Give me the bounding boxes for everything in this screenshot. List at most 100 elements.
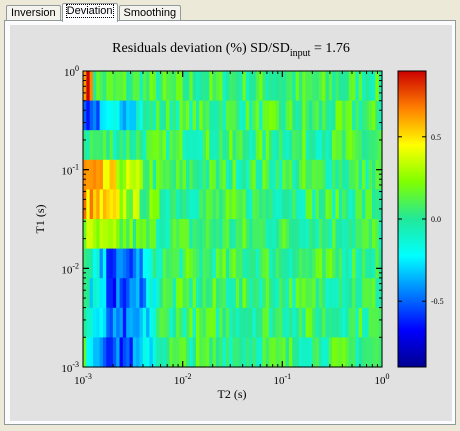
heatmap-cell	[116, 100, 121, 131]
heatmap-cell	[328, 159, 333, 190]
heatmap-cell	[126, 219, 131, 250]
heatmap-cell	[318, 337, 323, 368]
heatmap-cell	[272, 71, 277, 102]
heatmap-cell	[255, 189, 260, 220]
heatmap-cell	[195, 71, 200, 102]
heatmap-cell	[225, 248, 230, 279]
heatmap-cell	[265, 307, 270, 338]
heatmap-cell	[195, 248, 200, 279]
heatmap-cell	[338, 71, 343, 102]
heatmap-cell	[219, 100, 224, 131]
heatmap-cell	[292, 248, 297, 279]
colorbar-tick-label: 0.0	[431, 215, 441, 224]
heatmap-cell	[365, 130, 370, 161]
tab-smoothing[interactable]: Smoothing	[118, 5, 182, 21]
heatmap-cell	[152, 337, 157, 368]
heatmap-cell	[156, 189, 161, 220]
heatmap-cell	[282, 278, 287, 309]
heatmap-cell	[132, 219, 137, 250]
heatmap-cell	[352, 189, 357, 220]
heatmap-cell	[368, 189, 373, 220]
heatmap-cell	[222, 159, 227, 190]
heatmap-cell	[169, 189, 174, 220]
heatmap-cell	[205, 159, 210, 190]
heatmap-cell	[185, 278, 190, 309]
heatmap-cell	[106, 189, 111, 220]
heatmap-cell	[318, 130, 323, 161]
heatmap-cell	[368, 130, 373, 161]
heatmap-cell	[285, 71, 290, 102]
heatmap-cell	[142, 130, 147, 161]
heatmap-cell	[372, 278, 376, 309]
heatmap-cell	[146, 219, 151, 250]
heatmap-cell	[109, 71, 114, 102]
heatmap-cell	[199, 219, 204, 250]
heatmap-cell	[109, 130, 114, 161]
heatmap-cell	[335, 130, 340, 161]
heatmap-cell	[362, 159, 366, 190]
heatmap-cell	[345, 219, 350, 250]
heatmap-cell	[166, 248, 170, 279]
heatmap-cell	[106, 278, 111, 309]
heatmap-cell	[209, 307, 214, 338]
heatmap-cell	[325, 159, 330, 190]
heatmap-cell	[282, 337, 287, 368]
heatmap-cell	[189, 337, 194, 368]
heatmap-cell	[332, 337, 337, 368]
heatmap-cell	[139, 189, 144, 220]
heatmap-cell	[185, 337, 190, 368]
heatmap-cell	[89, 189, 94, 220]
heatmap-cell	[212, 159, 217, 190]
heatmap-cell	[272, 219, 277, 250]
x-tick-labels: 10-3 10-2 10-1 100	[74, 372, 389, 387]
heatmap-cell	[262, 337, 267, 368]
heatmap-cell	[322, 189, 327, 220]
heatmap-cell	[136, 71, 141, 102]
heatmap-cell	[308, 278, 313, 309]
heatmap-cell	[348, 337, 353, 368]
heatmap-cell	[352, 278, 357, 309]
heatmap-cell	[245, 130, 250, 161]
heatmap-cell	[285, 278, 290, 309]
y-axis-label: T1 (s)	[33, 205, 47, 234]
heatmap-cell	[212, 248, 217, 279]
heatmap-cell	[172, 278, 177, 309]
heatmap-cell	[282, 130, 287, 161]
heatmap-cell	[229, 189, 234, 220]
heatmap-cell	[136, 278, 141, 309]
heatmap-cell	[262, 307, 267, 338]
heatmap-cell	[112, 248, 117, 279]
heatmap-cell	[86, 248, 91, 279]
heatmap-cell	[275, 278, 280, 309]
heatmap-cell	[92, 100, 97, 131]
heatmap-cell	[86, 307, 91, 338]
heatmap-cell	[269, 248, 273, 279]
heatmap-cell	[116, 337, 121, 368]
x-tick-label: 10-2	[174, 372, 192, 387]
heatmap-cell	[116, 189, 121, 220]
heatmap-cell	[222, 219, 227, 250]
heatmap-cell	[368, 71, 373, 102]
heatmap-cell	[219, 337, 224, 368]
tab-deviation[interactable]: Deviation	[61, 3, 118, 22]
heatmap-cell	[199, 159, 204, 190]
heatmap-cell	[182, 307, 187, 338]
heatmap-cell	[378, 278, 383, 309]
heatmap-cell	[212, 307, 217, 338]
heatmap-cell	[365, 159, 370, 190]
chart-title-subscript: input	[290, 48, 311, 59]
heatmap-cell	[358, 130, 363, 161]
heatmap-cell	[215, 248, 220, 279]
heatmap-cell	[179, 159, 184, 190]
heatmap-cell	[96, 159, 101, 190]
heatmap-cell	[162, 159, 167, 190]
tab-panel: Residuals deviation (%) SD/SDinput = 1.7…	[4, 20, 456, 425]
heatmap-cell	[275, 189, 280, 220]
tab-inversion[interactable]: Inversion	[6, 5, 61, 21]
heatmap-cell	[232, 71, 237, 102]
heatmap-cell	[352, 219, 357, 250]
heatmap-cell	[229, 71, 234, 102]
heatmap-cell	[192, 278, 197, 309]
heatmap-cell	[252, 100, 257, 131]
heatmap-cell	[338, 278, 343, 309]
